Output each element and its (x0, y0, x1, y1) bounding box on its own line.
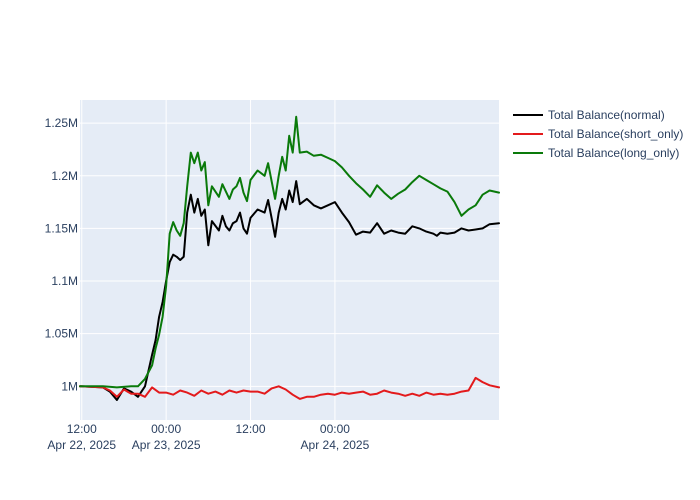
plot-area (80, 100, 499, 420)
legend-item[interactable]: Total Balance(normal) (513, 108, 665, 122)
gridlines (80, 100, 499, 420)
y-axis-ticks: 1M 1.05M 1.1M 1.15M 1.2M 1.25M (45, 116, 78, 393)
legend[interactable]: Total Balance(normal) Total Balance(short… (513, 108, 683, 160)
y-tick-label: 1.1M (51, 274, 78, 288)
x-tick-label: 12:00 (236, 422, 266, 436)
legend-label: Total Balance(long_only) (548, 146, 679, 160)
x-tick-label: 00:00 (320, 422, 350, 436)
legend-label: Total Balance(short_only) (548, 127, 683, 141)
legend-item[interactable]: Total Balance(short_only) (513, 127, 683, 141)
x-tick-date-label: Apr 23, 2025 (132, 438, 201, 452)
legend-label: Total Balance(normal) (548, 108, 665, 122)
legend-item[interactable]: Total Balance(long_only) (513, 146, 679, 160)
y-tick-label: 1M (61, 379, 78, 393)
series-line-total-balance-normal (79, 180, 500, 401)
x-tick-date-label: Apr 24, 2025 (301, 438, 370, 452)
x-axis-ticks: 12:00 Apr 22, 2025 00:00 Apr 23, 2025 12:00 0… (47, 422, 369, 452)
y-tick-label: 1.15M (45, 221, 78, 235)
series-line-total-balance-short-only (79, 376, 500, 400)
y-tick-label: 1.05M (45, 327, 78, 341)
y-tick-label: 1.25M (45, 116, 78, 130)
y-tick-label: 1.2M (51, 169, 78, 183)
series-lines (79, 115, 500, 401)
x-tick-label: 12:00 (67, 422, 97, 436)
x-tick-date-label: Apr 22, 2025 (47, 438, 116, 452)
x-tick-label: 00:00 (151, 422, 181, 436)
series-line-total-balance-long-only (79, 115, 500, 389)
